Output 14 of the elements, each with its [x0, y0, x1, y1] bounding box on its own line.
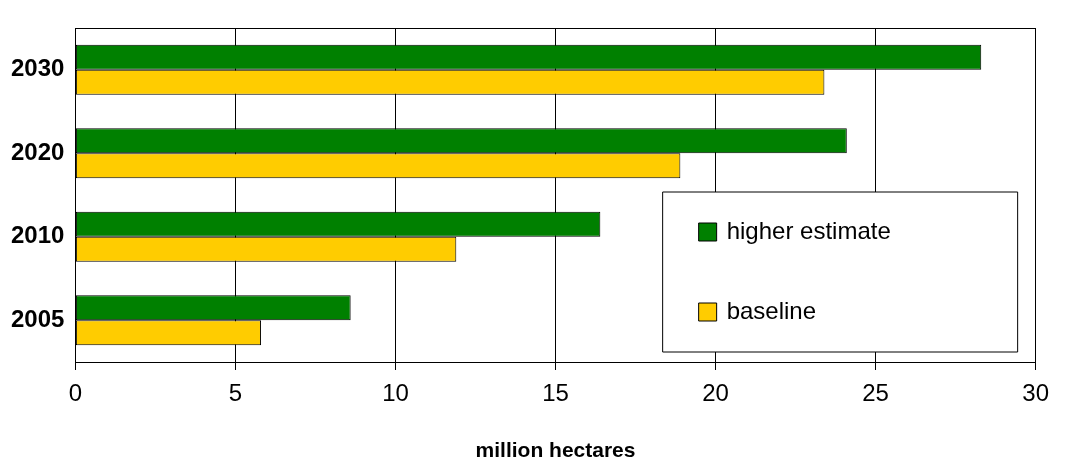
x-tick-label: 5	[228, 379, 243, 407]
x-tick-label: 20	[702, 379, 729, 407]
x-tick-label: 0	[68, 379, 83, 407]
y-tick-label: 2030	[11, 54, 65, 82]
x-tick-label: 10	[382, 379, 409, 407]
y-tick-label: 2005	[11, 304, 65, 332]
x-tick-label: 15	[542, 379, 569, 407]
x-tick-label: 30	[1022, 379, 1049, 407]
x-tick-label: 25	[862, 379, 889, 407]
y-tick-label: 2020	[11, 137, 65, 165]
legend-label: baseline	[726, 296, 817, 324]
legend-label: higher estimate	[726, 216, 891, 244]
y-tick-label: 2010	[11, 221, 65, 249]
x-axis-title: million hectares	[475, 438, 636, 462]
